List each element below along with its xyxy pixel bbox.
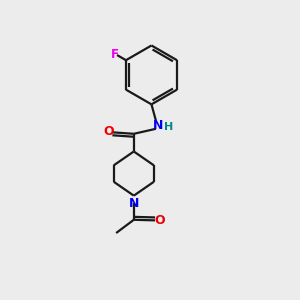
Text: H: H xyxy=(164,122,173,132)
Text: O: O xyxy=(103,125,113,138)
Text: O: O xyxy=(155,214,165,227)
Text: F: F xyxy=(111,48,119,61)
Text: N: N xyxy=(153,119,164,132)
Text: N: N xyxy=(129,197,139,210)
